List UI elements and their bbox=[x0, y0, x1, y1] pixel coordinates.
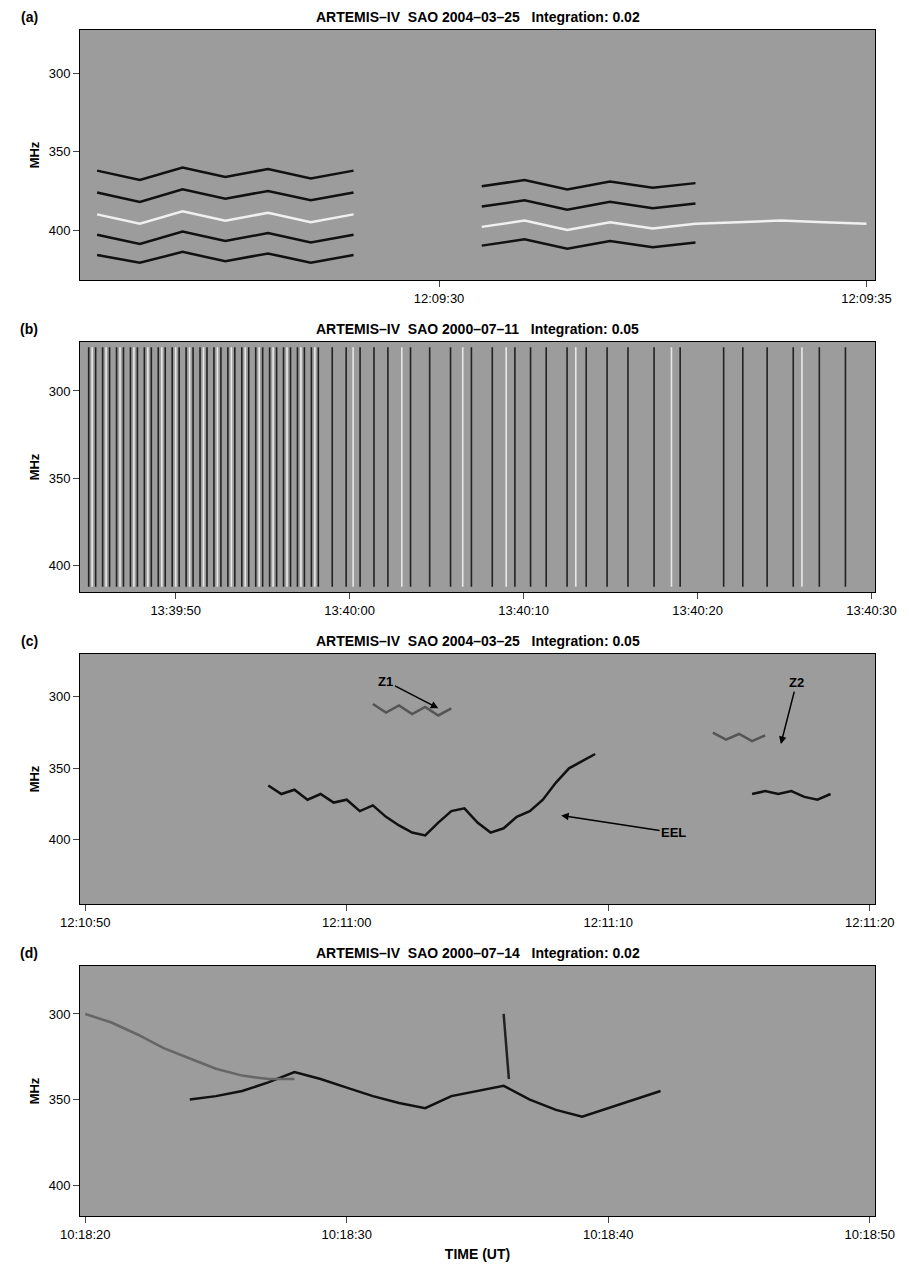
svg-text:ARTEMIS–IV SAO 2004–03–25 I: ARTEMIS–IV SAO 2004–03–25 Integration: 0… bbox=[316, 633, 640, 649]
svg-text:10:18:50: 10:18:50 bbox=[844, 1227, 895, 1242]
svg-text:400: 400 bbox=[49, 558, 71, 573]
svg-text:12:11:20: 12:11:20 bbox=[845, 915, 895, 930]
svg-text:12:11:10: 12:11:10 bbox=[583, 915, 633, 930]
svg-text:13:40:10: 13:40:10 bbox=[498, 603, 549, 618]
svg-text:(c): (c) bbox=[21, 633, 38, 649]
svg-text:300: 300 bbox=[49, 1007, 71, 1022]
svg-text:10:18:20: 10:18:20 bbox=[60, 1227, 111, 1242]
svg-text:ARTEMIS–IV SAO 2000–07–14 I: ARTEMIS–IV SAO 2000–07–14 Integration: 0… bbox=[316, 945, 640, 961]
svg-text:350: 350 bbox=[49, 144, 71, 159]
svg-text:12:09:30: 12:09:30 bbox=[414, 291, 465, 306]
svg-text:400: 400 bbox=[49, 223, 71, 238]
svg-text:ARTEMIS–IV SAO 2004–03–25 I: ARTEMIS–IV SAO 2004–03–25 Integration: 0… bbox=[316, 9, 640, 25]
svg-text:TIME (UT): TIME (UT) bbox=[445, 1246, 510, 1262]
svg-text:300: 300 bbox=[49, 384, 71, 399]
svg-text:MHz: MHz bbox=[27, 141, 42, 168]
svg-text:Z1: Z1 bbox=[378, 674, 393, 689]
svg-text:350: 350 bbox=[49, 471, 71, 486]
svg-text:12:10:50: 12:10:50 bbox=[60, 915, 111, 930]
svg-text:10:18:30: 10:18:30 bbox=[321, 1227, 372, 1242]
svg-text:12:11:00: 12:11:00 bbox=[322, 915, 372, 930]
svg-text:(a): (a) bbox=[21, 9, 38, 25]
svg-text:300: 300 bbox=[49, 689, 71, 704]
svg-text:12:09:35: 12:09:35 bbox=[841, 291, 892, 306]
svg-text:400: 400 bbox=[49, 832, 71, 847]
svg-text:350: 350 bbox=[49, 1092, 71, 1107]
svg-text:EEL: EEL bbox=[661, 825, 686, 840]
svg-text:400: 400 bbox=[49, 1178, 71, 1193]
svg-text:(d): (d) bbox=[20, 945, 38, 961]
svg-text:13:40:00: 13:40:00 bbox=[324, 603, 375, 618]
svg-text:MHz: MHz bbox=[27, 1077, 42, 1104]
svg-text:300: 300 bbox=[49, 66, 71, 81]
svg-text:350: 350 bbox=[49, 761, 71, 776]
svg-text:MHz: MHz bbox=[27, 453, 42, 480]
svg-text:Z2: Z2 bbox=[789, 675, 804, 690]
svg-text:10:18:40: 10:18:40 bbox=[583, 1227, 634, 1242]
svg-text:ARTEMIS–IV SAO 2000–07–11 I: ARTEMIS–IV SAO 2000–07–11 Integration: 0… bbox=[316, 321, 639, 337]
svg-text:13:40:30: 13:40:30 bbox=[846, 603, 897, 618]
svg-text:13:39:50: 13:39:50 bbox=[150, 603, 201, 618]
svg-text:(b): (b) bbox=[20, 321, 38, 337]
svg-text:MHz: MHz bbox=[27, 765, 42, 792]
svg-text:13:40:20: 13:40:20 bbox=[672, 603, 723, 618]
